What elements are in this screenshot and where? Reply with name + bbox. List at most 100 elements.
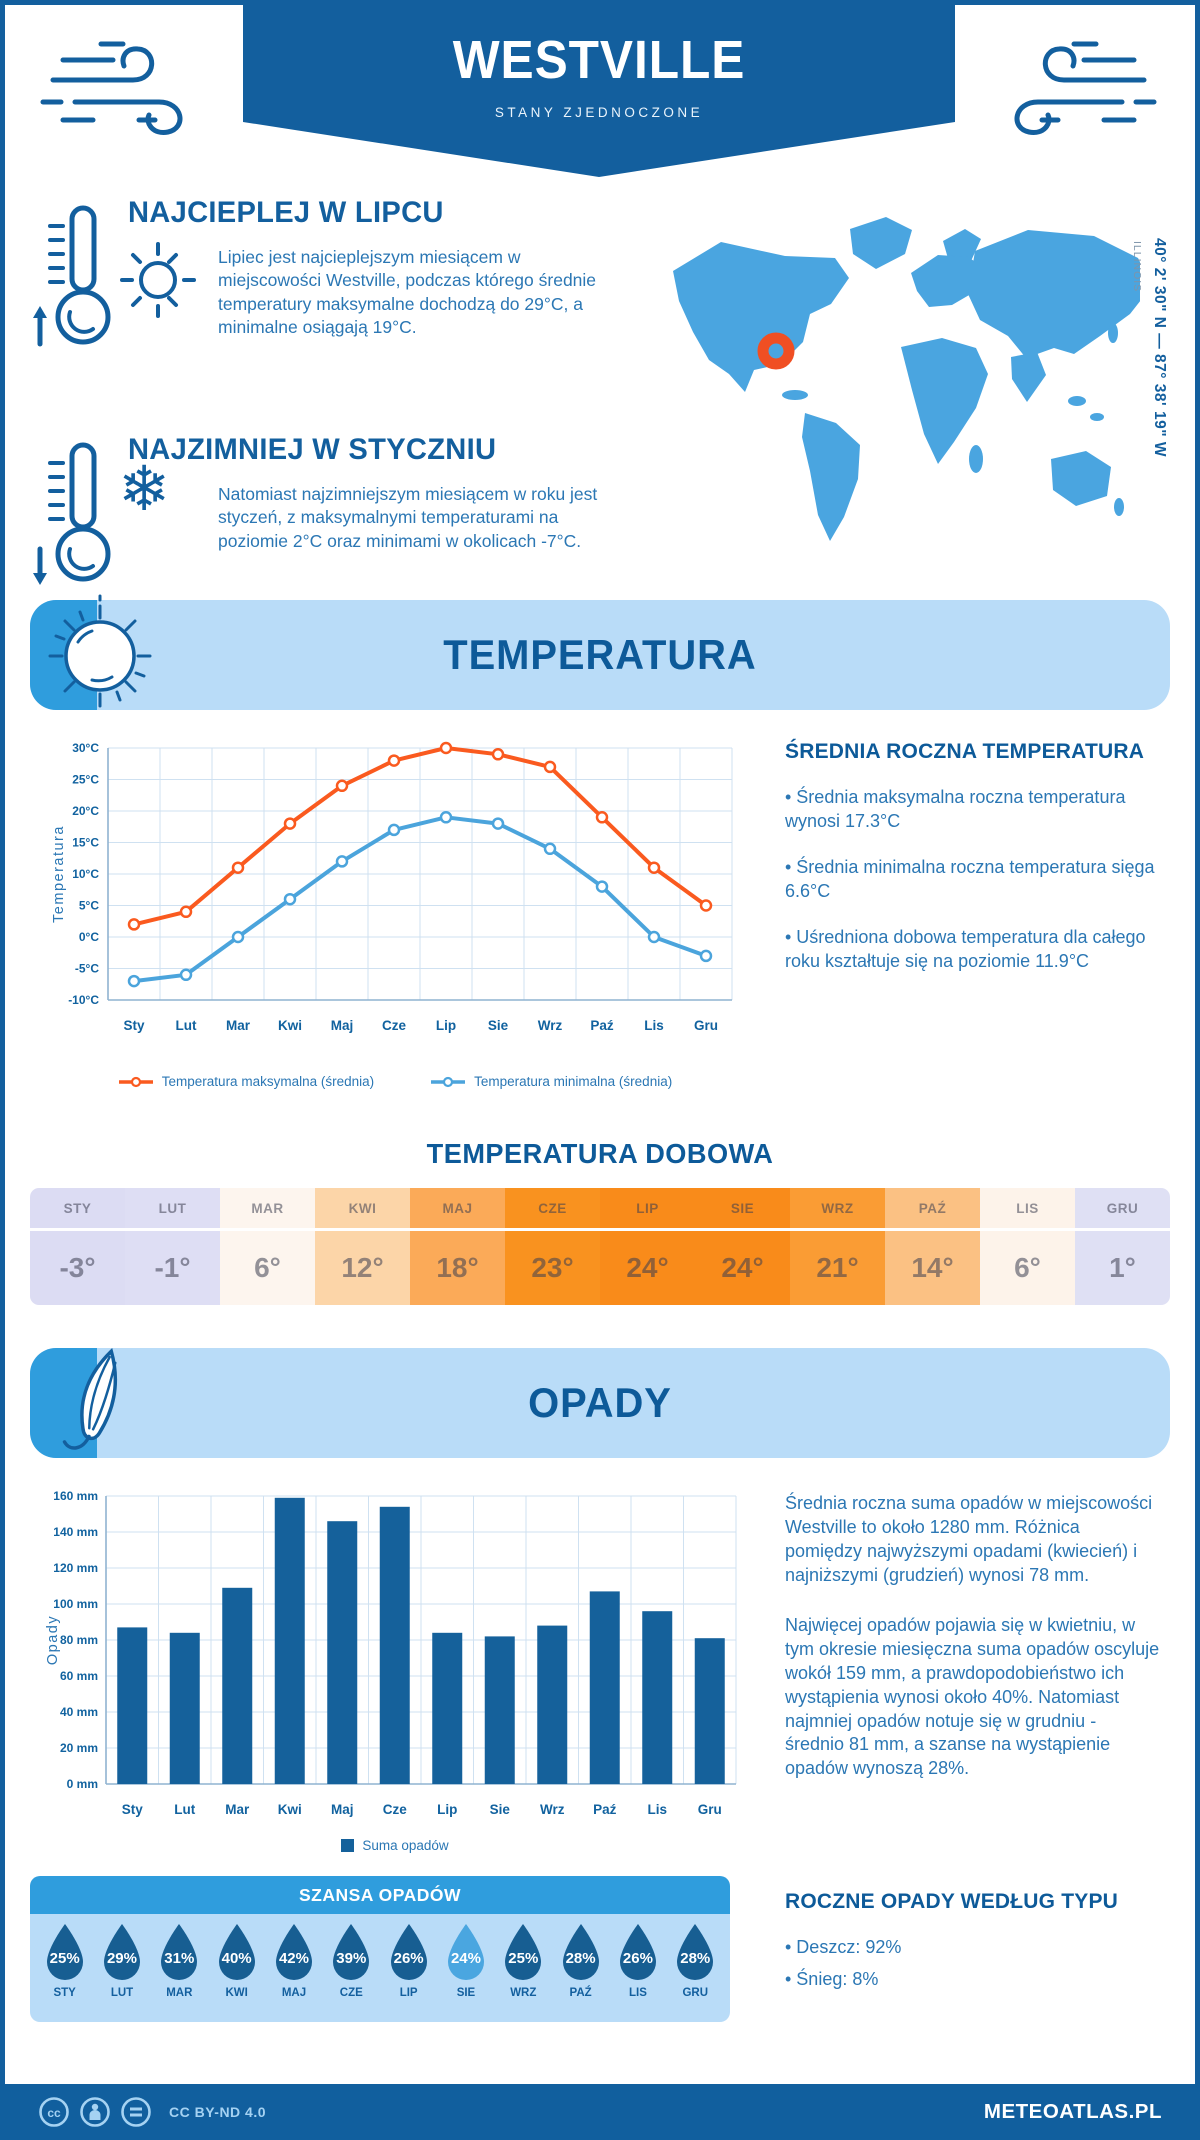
location-marker (757, 332, 795, 370)
chance-drop: 24% SIE (437, 1914, 494, 2022)
svg-text:Sty: Sty (123, 1018, 145, 1033)
svg-text:Temperatura: Temperatura (51, 825, 67, 923)
chance-drop: 28% GRU (667, 1914, 724, 2022)
precipitation-bar-chart: 0 mm 20 mm 40 mm 60 mm 80 mm 100 mm 120 mm 140 … (45, 1489, 737, 1817)
daily-table-month: KWI (315, 1188, 410, 1228)
precipitation-types-panel: ROCZNE OPADY WEDŁUG TYPU • Deszcz: 92% •… (785, 1890, 1160, 2000)
svg-text:Lip: Lip (436, 1018, 456, 1033)
umbrella-banner-icon (62, 1347, 117, 1450)
chance-month: STY (53, 1987, 76, 1999)
legend-item: Temperatura maksymalna (średnia) (118, 1074, 374, 1089)
svg-text:20°C: 20°C (72, 804, 99, 818)
daily-table-value: 6° (980, 1228, 1075, 1305)
raindrop-icon (333, 1924, 370, 1980)
daily-table-month: CZE (505, 1188, 600, 1228)
svg-text:Gru: Gru (694, 1018, 718, 1033)
temperature-stat: • Uśredniona dobowa temperatura dla całe… (785, 926, 1146, 971)
page-subtitle: STANY ZJEDNOCZONE (494, 105, 704, 120)
temperature-chart-legend: Temperatura maksymalna (średnia) Temperat… (85, 1074, 705, 1089)
coldest-title: NAJZIMNIEJ W STYCZNIU (128, 433, 497, 466)
chance-month: MAR (166, 1987, 193, 1999)
daily-temperature-title: TEMPERATURA DOBOWA (426, 1138, 774, 1169)
daily-table-month: WRZ (790, 1188, 885, 1228)
raindrop-icon (275, 1924, 312, 1980)
chance-percent: 31% (164, 1950, 195, 1967)
legend-item: Suma opadów (341, 1838, 449, 1853)
svg-text:Opady: Opady (45, 1615, 61, 1665)
coordinates-label: 40° 2' 30" N — 87° 38' 19" W (1151, 238, 1168, 458)
svg-text:Wrz: Wrz (538, 1018, 563, 1033)
svg-text:-10°C: -10°C (68, 993, 99, 1007)
footer: cc CC BY-ND 4.0 METEOATLAS.PL (0, 2084, 1200, 2140)
chance-percent: 25% (508, 1950, 539, 1967)
cc-icon: cc (39, 2097, 69, 2127)
svg-text:Lut: Lut (174, 1802, 195, 1817)
y-axis-labels: -10°C -5°C 0°C 5°C 10°C 15°C 20°C 25°C 30°C (68, 741, 99, 1007)
chance-drop: 29% LUT (93, 1914, 150, 2022)
precipitation-banner-title: OPADY (528, 1379, 672, 1426)
daily-table-month: MAR (220, 1188, 315, 1228)
chance-month: SIE (456, 1987, 476, 1999)
daily-table-value: 14° (885, 1228, 980, 1305)
snowflake-icon: ❄ (118, 452, 170, 525)
svg-text:Maj: Maj (331, 1018, 354, 1033)
daily-table-value: 24° (695, 1228, 790, 1305)
bar (694, 1638, 725, 1784)
grid (105, 1495, 737, 1785)
precipitation-types-title: ROCZNE OPADY WEDŁUG TYPU (785, 1890, 1119, 1913)
chance-drop: 31% MAR (151, 1914, 208, 2022)
chance-percent: 42% (278, 1950, 309, 1967)
bar (589, 1591, 620, 1784)
bar (274, 1497, 305, 1784)
temperature-stat: • Średnia maksymalna roczna temperatura … (785, 787, 1126, 831)
temperature-stats-panel: ŚREDNIA ROCZNA TEMPERATURA • Średnia mak… (785, 740, 1160, 996)
chance-month: LIS (629, 1987, 647, 1999)
daily-table-month: LIS (980, 1188, 1075, 1228)
attribution-icon (80, 2097, 110, 2127)
svg-text:100 mm: 100 mm (53, 1597, 98, 1611)
bar (327, 1521, 358, 1784)
raindrop-icon (218, 1924, 255, 1980)
brand-logo: METEOATLAS.PL (983, 2100, 1162, 2123)
chance-drop: 28% PAŹ (552, 1914, 609, 2022)
warmest-text: Lipiec jest najcieplejszym miesiącem w m… (218, 247, 597, 337)
y-axis-labels: 0 mm 20 mm 40 mm 60 mm 80 mm 100 mm 120 mm 140 … (53, 1489, 98, 1791)
svg-text:Sie: Sie (488, 1018, 509, 1033)
chance-month: KWI (225, 1987, 248, 1999)
world-map (673, 217, 1140, 541)
daily-table-value: -3° (30, 1228, 125, 1305)
license-block: cc CC BY-ND 4.0 (38, 2096, 266, 2128)
precipitation-chance-panel: SZANSA OPADÓW 25% STY 29% LUT 31% MAR 40% KWI 42… (30, 1876, 730, 2022)
svg-text:Lut: Lut (176, 1018, 197, 1033)
x-axis-labels: Sty Lut Mar Kwi Maj Cze Lip Sie Wrz Paź Lis Gru (122, 1802, 722, 1817)
chance-percent: 26% (622, 1950, 653, 1967)
wind-icon (1014, 41, 1157, 135)
raindrop-icon (562, 1924, 599, 1980)
page-title: WESTVILLE (452, 30, 746, 90)
precipitation-chance-title: SZANSA OPADÓW (30, 1876, 730, 1914)
precipitation-section-banner: OPADY (30, 1347, 1170, 1458)
svg-text:Mar: Mar (225, 1802, 250, 1817)
daily-table-month: SIE (695, 1188, 790, 1228)
chance-drop: 39% CZE (323, 1914, 380, 2022)
license-label: CC BY-ND 4.0 (169, 2104, 267, 2120)
raindrop-icon (447, 1924, 484, 1980)
svg-text:60 mm: 60 mm (60, 1669, 98, 1683)
bar (379, 1506, 410, 1784)
svg-text:30°C: 30°C (72, 741, 99, 755)
svg-text:Maj: Maj (331, 1802, 354, 1817)
chance-percent: 28% (565, 1950, 596, 1967)
svg-text:10°C: 10°C (72, 867, 99, 881)
thermometer-high-icon (33, 205, 111, 347)
chance-drop: 26% LIS (609, 1914, 666, 2022)
svg-text:80 mm: 80 mm (60, 1633, 98, 1647)
daily-table-month: MAJ (410, 1188, 505, 1228)
wind-icon (40, 41, 183, 135)
chance-percent: 40% (221, 1950, 252, 1967)
series-line (132, 746, 708, 927)
bar (169, 1632, 200, 1784)
svg-text:Paź: Paź (590, 1018, 614, 1033)
sun-icon (120, 242, 196, 318)
precipitation-chart-legend: Suma opadów (85, 1838, 705, 1853)
raindrop-icon (505, 1924, 542, 1980)
